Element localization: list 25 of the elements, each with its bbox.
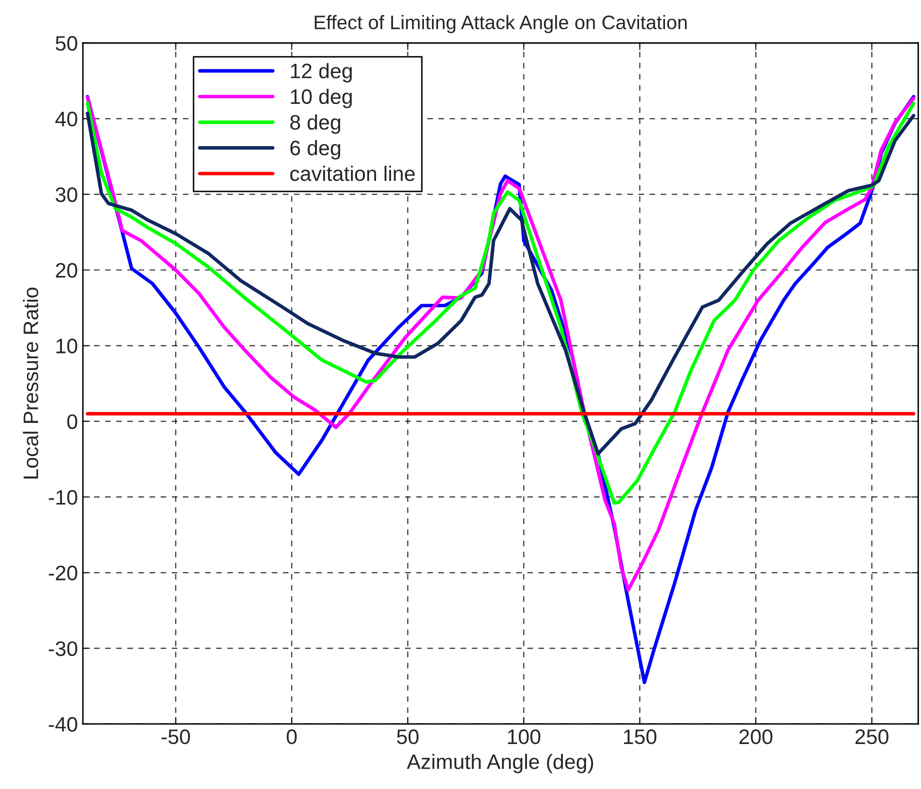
y-axis-title: Local Pressure Ratio — [22, 288, 38, 478]
y-tick-label: -40 — [48, 716, 78, 732]
x-tick-label: 200 — [739, 729, 772, 744]
legend-label: 6 deg — [290, 140, 340, 160]
legend-label: 12 deg — [290, 63, 352, 82]
y-tick-label: 0 — [67, 414, 78, 430]
legend-label: 10 deg — [290, 88, 352, 108]
y-tick-label: -30 — [48, 641, 78, 656]
chart-title: Effect of Limiting Attack Angle on Cavitation — [314, 15, 687, 34]
y-tick-label: -10 — [48, 490, 78, 505]
x-axis-title: Azimuth Angle (deg) — [406, 754, 594, 774]
y-tick-label: 30 — [56, 187, 78, 202]
x-tick-label: 0 — [286, 729, 297, 744]
legend-label: 8 deg — [290, 114, 340, 134]
x-tick-label: 150 — [624, 729, 656, 744]
x-tick-label: 250 — [856, 729, 888, 744]
legend-label: cavitation line — [290, 166, 415, 182]
y-tick-label: 10 — [56, 338, 78, 354]
y-tick-label: 20 — [56, 262, 78, 278]
x-tick-label: 50 — [396, 729, 419, 744]
x-tick-label: 100 — [508, 729, 540, 744]
y-tick-label: -20 — [48, 566, 78, 580]
y-tick-label: 40 — [55, 112, 78, 126]
y-tick-label: 50 — [56, 36, 78, 51]
x-tick-label: -50 — [162, 729, 190, 744]
